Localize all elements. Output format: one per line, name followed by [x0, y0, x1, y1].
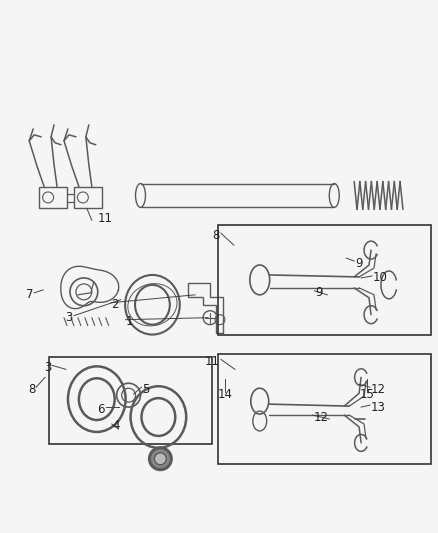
Text: 9: 9 [355, 256, 363, 270]
Text: 8: 8 [212, 229, 220, 241]
Text: 4: 4 [113, 419, 120, 432]
Text: 13: 13 [371, 401, 386, 414]
Bar [39, 187, 67, 208]
Text: 14: 14 [217, 387, 233, 401]
Text: 1: 1 [126, 315, 133, 328]
Bar [74, 187, 102, 208]
Circle shape [149, 448, 171, 470]
Text: 15: 15 [360, 387, 374, 401]
Bar [49, 358, 212, 444]
Circle shape [155, 453, 166, 465]
Text: 8: 8 [28, 383, 35, 395]
Text: 11: 11 [98, 212, 113, 225]
Text: 3: 3 [66, 311, 73, 324]
Text: 3: 3 [44, 361, 51, 374]
Text: 9: 9 [315, 286, 323, 300]
Bar [218, 225, 431, 335]
Text: 5: 5 [142, 383, 150, 395]
Text: 11: 11 [205, 355, 220, 368]
Bar [218, 354, 431, 464]
Text: 12: 12 [371, 383, 386, 395]
Text: 12: 12 [314, 410, 328, 424]
Text: 2: 2 [111, 298, 118, 311]
Text: 7: 7 [26, 288, 33, 301]
Text: 6: 6 [97, 402, 105, 416]
Text: 10: 10 [373, 271, 388, 285]
